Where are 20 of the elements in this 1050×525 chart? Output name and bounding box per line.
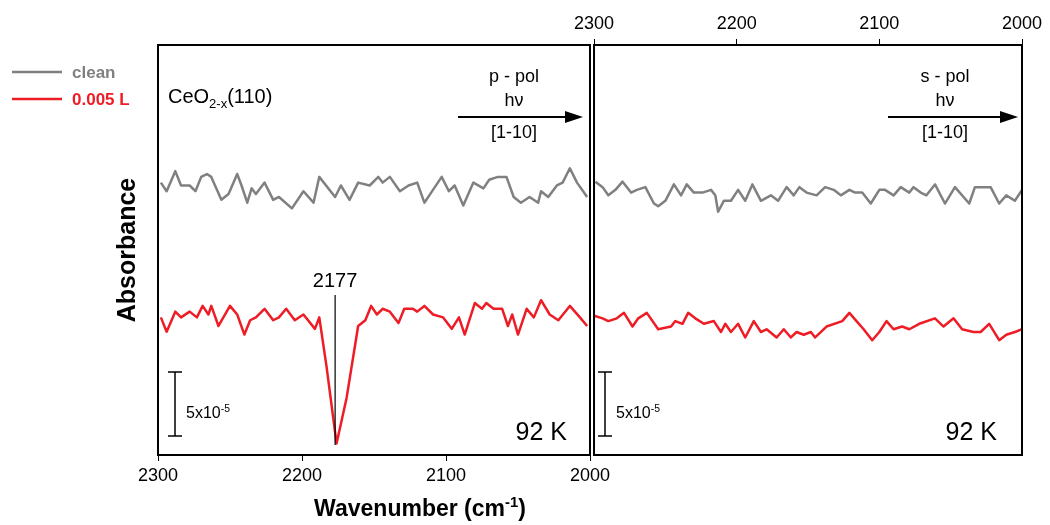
annotation: 92 K	[515, 417, 568, 445]
y-axis-title: Absorbance	[112, 177, 140, 323]
annotation: 92 K	[945, 417, 998, 445]
text: [1-10]	[490, 122, 538, 142]
x2-tick-label: 2300	[574, 13, 615, 34]
x2-tick-label: 2200	[716, 13, 757, 34]
legend-label: 0.005 L	[72, 90, 130, 109]
x-tick-label: 2300	[137, 464, 179, 485]
text: hν	[504, 90, 524, 110]
legend-label: clean	[72, 63, 116, 82]
text: s - pol	[920, 66, 970, 86]
text: hν	[935, 90, 955, 110]
x-tick-label: 2100	[425, 464, 467, 485]
x-tick-label: 2200	[281, 464, 323, 485]
text: [1-10]	[921, 122, 969, 142]
text: p - pol	[488, 66, 540, 86]
x2-tick-label: 2000	[1001, 13, 1043, 34]
x2-tick-label: 2100	[859, 13, 900, 34]
ref-line-label: 2177	[312, 269, 358, 291]
x-tick-label: 2000	[569, 464, 611, 485]
